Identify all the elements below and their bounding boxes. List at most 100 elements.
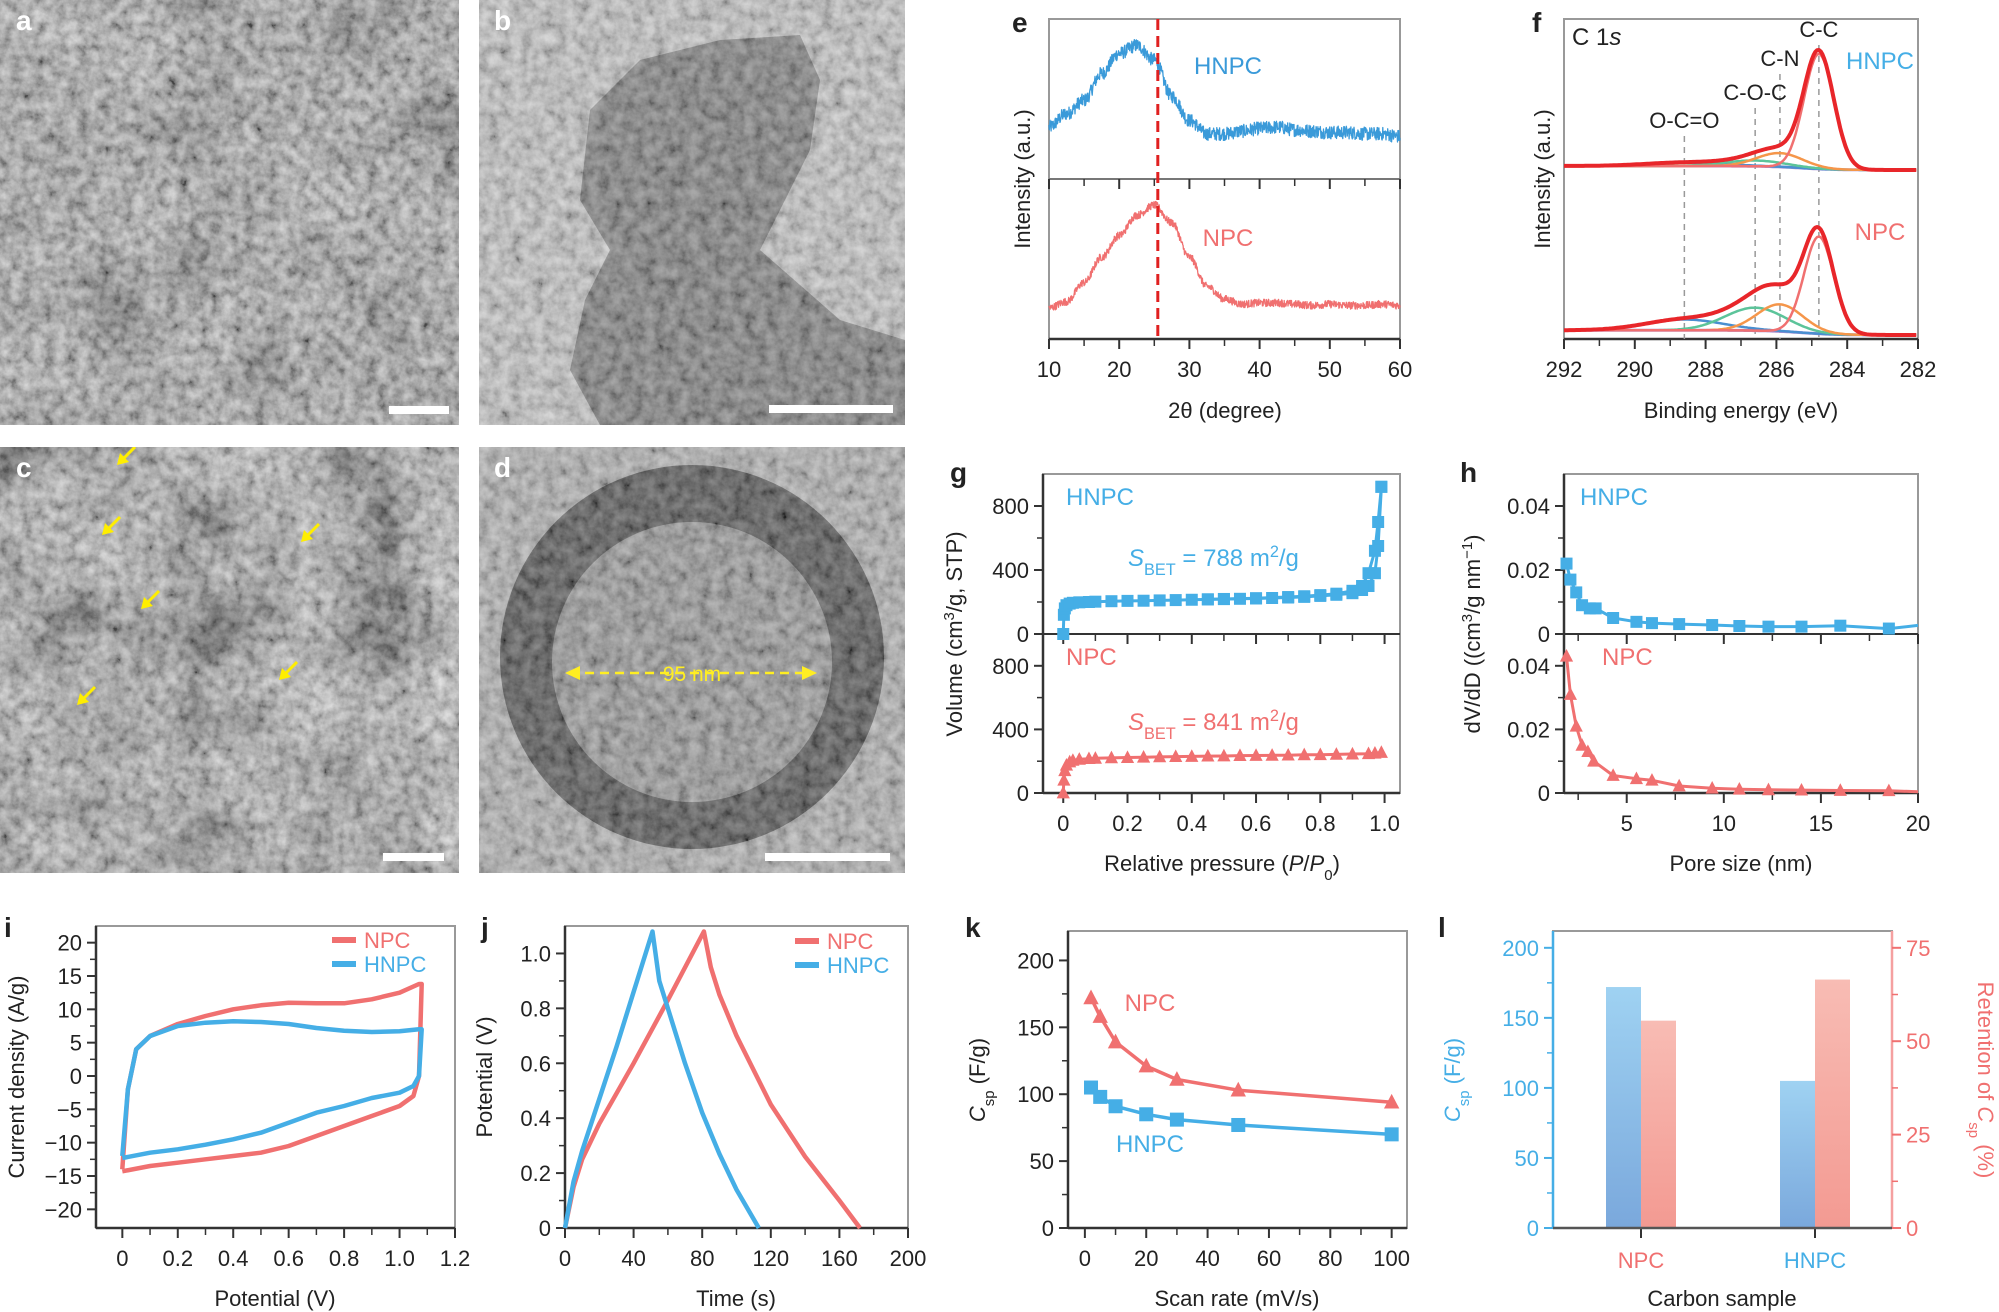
label-part: /g (1279, 709, 1299, 736)
series-label: HNPC (1116, 1131, 1184, 1158)
arrow-icon (301, 530, 313, 542)
x-tick-label: 10 (1037, 357, 1061, 382)
data-point-triangle (1581, 744, 1595, 758)
x-tick-label: 80 (1318, 1246, 1342, 1271)
y-tick-label: 5 (70, 1031, 82, 1056)
label-part: −1 (1459, 542, 1476, 559)
x-tick-label: 5 (1621, 811, 1633, 836)
arrow-icon (117, 453, 129, 465)
xps-chart: 292 290 288 286 284 282 C-CC-N C-O-CO-C=O HNPC NP… (1530, 17, 1936, 423)
scale-bar (383, 853, 444, 861)
arrowhead-left (565, 666, 580, 680)
x-tick-label: 80 (690, 1246, 714, 1271)
scan-rate-chart: 0 20 40 60 80 100 0 50 100 150 200 NPC HNPC Scan rate… (965, 930, 1410, 1311)
data-point-square (1093, 1089, 1108, 1104)
panel-letters: a b c d e f g h i j k l (4, 5, 1542, 943)
data-point-triangle (1672, 778, 1686, 792)
label-part: S (1128, 545, 1144, 572)
data-point-square (1073, 596, 1086, 609)
y-tick-label: 200 (1502, 936, 1539, 961)
y-axis-label: dV/dD ((cm3/g nm−1) (1459, 535, 1486, 734)
data-point-triangle (1153, 749, 1167, 763)
y-tick-label: 1.0 (520, 941, 551, 966)
label-part: (F/g) (965, 1038, 990, 1091)
label-part: s (1609, 24, 1621, 51)
arrowhead-right (802, 666, 817, 680)
x-tick-label: 0.8 (329, 1246, 360, 1271)
label-part: 2 (1270, 707, 1279, 725)
data-point-square (1607, 612, 1620, 624)
cv-chart: 0 0.2 0.4 0.6 0.8 1.0 1.2 20 15 10 5 0 −5 −10 −15 −20 NP… (4, 925, 470, 1311)
legend-label: HNPC (827, 953, 889, 978)
scale-bar (765, 853, 890, 861)
psd-curve (1565, 656, 1919, 794)
y-tick-label: 0.8 (520, 996, 551, 1021)
y-axis-label: Retention of Csp (%) (1966, 982, 1999, 1179)
label-part: Binding energy (eV) (1644, 398, 1838, 423)
label-part: 3 (1459, 614, 1476, 622)
panel-letter-k: k (965, 912, 981, 943)
y-tick-label: 150 (1017, 1015, 1054, 1040)
data-point-square (1564, 573, 1577, 586)
series-label: NPC (1125, 990, 1176, 1017)
data-point-triangle (1569, 719, 1583, 732)
y-tick-label: 0 (1906, 1216, 1918, 1241)
x-tick-label: 40 (621, 1246, 645, 1271)
data-point-triangle (1383, 1093, 1400, 1109)
label-part: ) (1460, 535, 1485, 542)
data-point-triangle (1833, 783, 1847, 796)
y-tick-label: 75 (1906, 936, 1930, 961)
label-part: sp (1966, 1122, 1983, 1138)
peak-label: C-C (1799, 17, 1838, 42)
data-point-triangle (1629, 771, 1644, 785)
x-tick-label: 20 (1134, 1246, 1158, 1271)
label-part: Scan rate (mV/s) (1154, 1286, 1319, 1311)
data-point-triangle (1072, 752, 1086, 765)
y-tick-label: 0.04 (1507, 494, 1550, 519)
arrow-icon (102, 523, 114, 535)
label-part: BET (1144, 725, 1176, 743)
envelope-curve (1563, 48, 1917, 172)
y-tick-label: 100 (1017, 1082, 1054, 1107)
label-part: C (965, 1106, 990, 1122)
y-tick-label: 800 (992, 494, 1029, 519)
data-point-square (1169, 1112, 1184, 1127)
y-tick-label: −20 (45, 1197, 82, 1222)
x-tick-label: 1.0 (1369, 811, 1400, 836)
label-part: BET (1144, 561, 1176, 579)
data-point-triangle (1201, 748, 1215, 762)
label-part: P (1310, 851, 1325, 876)
data-point-triangle (1083, 989, 1099, 1005)
series-label: HNPC (1580, 484, 1648, 511)
y-tick-label: 0 (1527, 1216, 1539, 1241)
y-tick-label: 0.04 (1507, 654, 1550, 679)
data-point-triangle (1249, 748, 1263, 761)
label-part: = 841 m (1176, 709, 1270, 736)
series-label: NPC (1602, 644, 1653, 671)
y-tick-label: 800 (992, 654, 1029, 679)
y-tick-label: 50 (1515, 1146, 1539, 1171)
data-point-triangle (1230, 1081, 1246, 1097)
x-tick-label: 30 (1177, 357, 1201, 382)
label-part: Carbon sample (1647, 1286, 1796, 1311)
y-tick-label: 50 (1030, 1149, 1054, 1174)
panel-letter-j: j (480, 912, 489, 943)
data-point-triangle (1297, 747, 1311, 761)
data-point-square (1137, 594, 1150, 607)
y-tick-label: 200 (1017, 948, 1054, 973)
bar-retention-npc (1641, 1020, 1676, 1228)
x-tick-label: 290 (1616, 357, 1653, 382)
panel-letter-i: i (4, 912, 12, 943)
data-point-square (1089, 595, 1102, 608)
x-tick-label: 0.8 (1305, 811, 1336, 836)
data-point-triangle (1794, 782, 1809, 796)
data-point-triangle (1882, 783, 1896, 797)
y-tick-label: 0 (1538, 622, 1550, 647)
tem-image-b (479, 0, 905, 425)
x-axis-label: Potential (V) (214, 1286, 335, 1311)
plot-frame (1067, 930, 1408, 1229)
x-tick-label: 0.4 (1176, 811, 1207, 836)
data-point-square (1630, 615, 1643, 628)
